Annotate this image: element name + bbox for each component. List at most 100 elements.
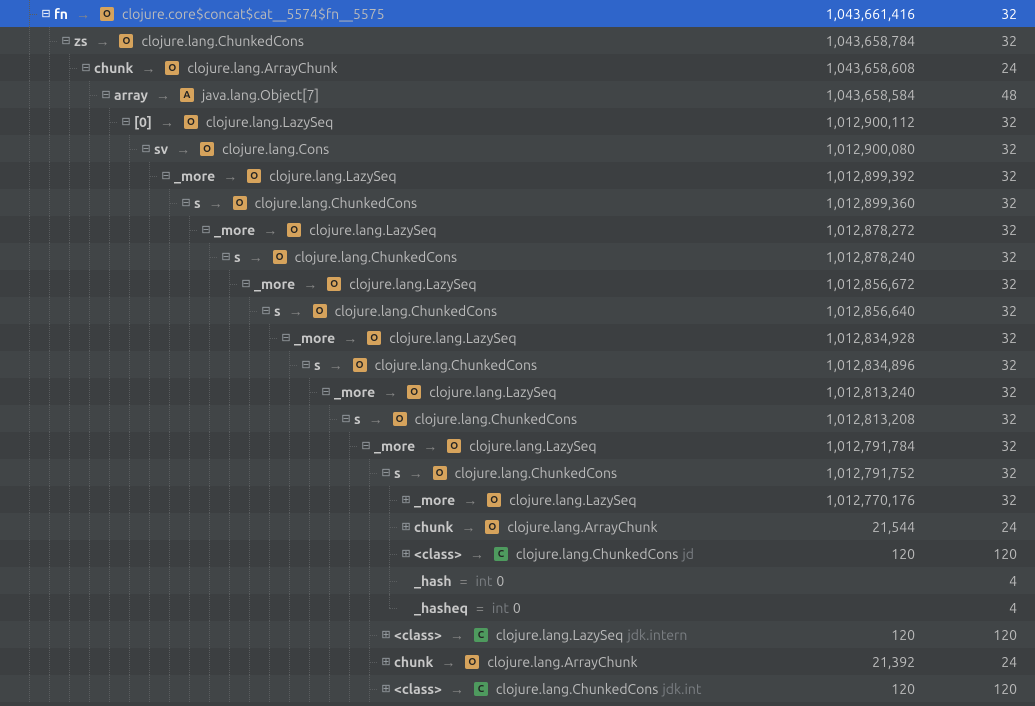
type-qualifier: jdk.intern [627, 627, 687, 643]
collapse-icon[interactable]: ⊟ [160, 170, 172, 182]
retained-size: 1,012,900,112 [795, 114, 925, 130]
collapse-icon[interactable]: ⊟ [360, 440, 372, 452]
shallow-size: 32 [925, 411, 1035, 427]
tree-row[interactable]: ⊟chunk→Oclojure.lang.ArrayChunk1,043,658… [0, 54, 1035, 81]
retained-size: 1,012,878,240 [795, 249, 925, 265]
type-name: clojure.lang.LazySeq [349, 276, 476, 292]
collapse-icon[interactable]: ⊟ [60, 35, 72, 47]
tree-row[interactable]: ⊟s→Oclojure.lang.ChunkedCons1,012,856,64… [0, 297, 1035, 324]
retained-size: 1,012,856,672 [795, 276, 925, 292]
field-name: chunk [94, 60, 133, 76]
collapse-icon[interactable]: ⊟ [140, 143, 152, 155]
collapse-icon[interactable]: ⊟ [80, 62, 92, 74]
field-name: _more [214, 222, 255, 238]
field-name: fn [54, 6, 68, 22]
arrow-icon: → [160, 114, 174, 130]
tree-row[interactable]: ⊞chunk→Oclojure.lang.ArrayChunk21,54424 [0, 513, 1035, 540]
tree-row[interactable]: ⊟_more→Oclojure.lang.LazySeq1,012,791,78… [0, 432, 1035, 459]
shallow-size: 48 [925, 87, 1035, 103]
collapse-icon[interactable]: ⊟ [100, 89, 112, 101]
type-name: clojure.lang.LazySeq [309, 222, 436, 238]
type-name: clojure.lang.ChunkedCons [295, 249, 457, 265]
field-name: s [354, 411, 361, 427]
collapse-icon[interactable]: ⊟ [340, 413, 352, 425]
field-name: _hasheq [414, 600, 468, 616]
field-name: array [114, 87, 148, 103]
type-name: clojure.lang.ChunkedCons [335, 303, 497, 319]
type-name: clojure.lang.Cons [222, 141, 329, 157]
expand-icon[interactable]: ⊞ [380, 629, 392, 641]
retained-size: 1,012,813,240 [795, 384, 925, 400]
collapse-icon[interactable]: ⊟ [240, 278, 252, 290]
retained-size: 1,012,813,208 [795, 411, 925, 427]
tree-row[interactable]: _hash=int 04 [0, 567, 1035, 594]
retained-size: 1,012,899,392 [795, 168, 925, 184]
tree-row[interactable]: ⊟s→Oclojure.lang.ChunkedCons1,012,878,24… [0, 243, 1035, 270]
tree-row[interactable]: ⊞<class>→Cclojure.lang.ChunkedCons jdk.i… [0, 675, 1035, 702]
shallow-size: 32 [925, 357, 1035, 373]
retained-size: 1,012,878,272 [795, 222, 925, 238]
primitive-value: 0 [496, 573, 504, 589]
tree-row[interactable]: ⊟fn→Oclojure.core$concat$cat__5574$fn__5… [0, 0, 1035, 27]
arrow-icon: → [209, 195, 223, 211]
type-badge-icon: O [367, 331, 381, 345]
tree-row[interactable]: ⊟s→Oclojure.lang.ChunkedCons1,012,813,20… [0, 405, 1035, 432]
collapse-icon[interactable]: ⊟ [300, 359, 312, 371]
expand-icon[interactable]: ⊞ [400, 494, 412, 506]
arrow-icon: → [176, 141, 190, 157]
tree-row[interactable]: ⊞chunk→Oclojure.lang.ArrayChunk21,39224 [0, 648, 1035, 675]
type-name: clojure.lang.LazySeq [389, 330, 516, 346]
collapse-icon[interactable]: ⊟ [220, 251, 232, 263]
retained-size: 1,012,791,752 [795, 465, 925, 481]
arrow-icon: → [223, 168, 237, 184]
collapse-icon[interactable]: ⊟ [380, 467, 392, 479]
tree-row[interactable]: ⊟[0]→Oclojure.lang.LazySeq1,012,900,1123… [0, 108, 1035, 135]
primitive-type: int [492, 600, 509, 616]
arrow-icon: → [156, 87, 170, 103]
arrow-icon: → [263, 222, 277, 238]
tree-row[interactable]: ⊞<class>→Cclojure.lang.ChunkedCons jd120… [0, 540, 1035, 567]
collapse-icon[interactable]: ⊟ [320, 386, 332, 398]
tree-row[interactable]: ⊟zs→Oclojure.lang.ChunkedCons1,043,658,7… [0, 27, 1035, 54]
field-name: _more [374, 438, 415, 454]
shallow-size: 120 [925, 681, 1035, 697]
tree-row[interactable]: ⊟sv→Oclojure.lang.Cons1,012,900,08032 [0, 135, 1035, 162]
type-name: clojure.lang.ChunkedCons [375, 357, 537, 373]
tree-row[interactable]: ⊞_more→Oclojure.lang.LazySeq1,012,770,17… [0, 486, 1035, 513]
shallow-size: 32 [925, 114, 1035, 130]
tree-row[interactable]: ⊟_more→Oclojure.lang.LazySeq1,012,856,67… [0, 270, 1035, 297]
expand-icon[interactable]: ⊞ [400, 548, 412, 560]
collapse-icon[interactable]: ⊟ [280, 332, 292, 344]
type-badge-icon: O [313, 304, 327, 318]
shallow-size: 24 [925, 60, 1035, 76]
tree-row[interactable]: ⊟array→Ajava.lang.Object[7]1,043,658,584… [0, 81, 1035, 108]
tree-row[interactable]: _hasheq=int 04 [0, 594, 1035, 621]
collapse-icon[interactable]: ⊟ [40, 8, 52, 20]
tree-row[interactable]: ⊟_more→Oclojure.lang.LazySeq1,012,813,24… [0, 378, 1035, 405]
field-name: <class> [394, 627, 442, 643]
collapse-icon[interactable]: ⊟ [180, 197, 192, 209]
shallow-size: 32 [925, 141, 1035, 157]
tree-row[interactable]: ⊟s→Oclojure.lang.ChunkedCons1,012,834,89… [0, 351, 1035, 378]
tree-row[interactable]: ⊟s→Oclojure.lang.ChunkedCons1,012,791,75… [0, 459, 1035, 486]
heap-tree[interactable]: ⊟fn→Oclojure.core$concat$cat__5574$fn__5… [0, 0, 1035, 706]
collapse-icon[interactable]: ⊟ [260, 305, 272, 317]
retained-size: 21,392 [795, 654, 925, 670]
retained-size: 1,043,658,584 [795, 87, 925, 103]
retained-size: 120 [795, 681, 925, 697]
shallow-size: 32 [925, 168, 1035, 184]
expand-icon[interactable]: ⊞ [380, 656, 392, 668]
arrow-icon: → [423, 438, 437, 454]
expand-icon[interactable]: ⊞ [400, 521, 412, 533]
tree-row[interactable]: ⊟_more→Oclojure.lang.LazySeq1,012,878,27… [0, 216, 1035, 243]
tree-row[interactable]: ⊞<class>→Cclojure.lang.LazySeq jdk.inter… [0, 621, 1035, 648]
retained-size: 21,544 [795, 519, 925, 535]
tree-row[interactable]: ⊟_more→Oclojure.lang.LazySeq1,012,834,92… [0, 324, 1035, 351]
field-name: <class> [414, 546, 462, 562]
shallow-size: 120 [925, 627, 1035, 643]
tree-row[interactable]: ⊟s→Oclojure.lang.ChunkedCons1,012,899,36… [0, 189, 1035, 216]
collapse-icon[interactable]: ⊟ [200, 224, 212, 236]
tree-row[interactable]: ⊟_more→Oclojure.lang.LazySeq1,012,899,39… [0, 162, 1035, 189]
expand-icon[interactable]: ⊞ [380, 683, 392, 695]
collapse-icon[interactable]: ⊟ [120, 116, 132, 128]
